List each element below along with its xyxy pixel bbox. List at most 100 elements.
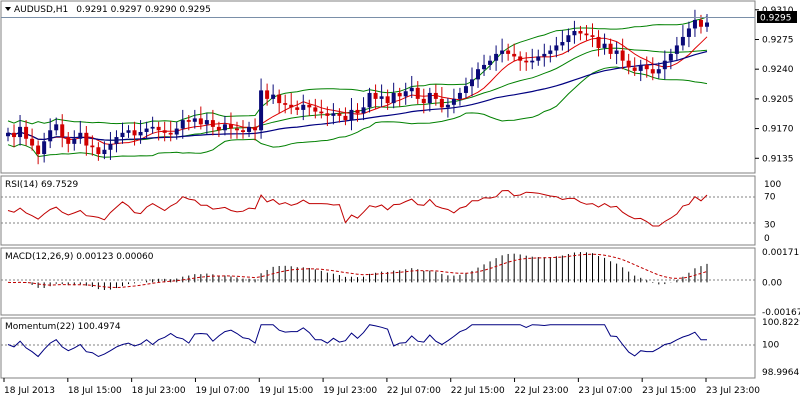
candle-body <box>445 104 450 108</box>
candle-body <box>415 87 420 99</box>
candle-body <box>24 126 29 139</box>
candle-body <box>686 28 691 37</box>
candle <box>331 103 336 125</box>
time-tick-label: 18 Jul 15:00 <box>68 386 122 396</box>
main-price-pane[interactable]: AUDUSD,H1 0.9291 0.9297 0.9290 0.9295 0.9… <box>0 0 797 174</box>
macd-title: MACD(12,26,9) 0.00123 0.00060 <box>5 252 154 262</box>
candle <box>54 117 59 136</box>
momentum-line <box>7 324 707 358</box>
candle <box>90 135 95 156</box>
candle <box>554 36 559 58</box>
candle <box>463 77 468 99</box>
macd-pane[interactable]: MACD(12,26,9) 0.00123 0.00060 0.001710.0… <box>0 247 800 318</box>
candle <box>500 38 505 63</box>
candle-body <box>566 35 571 43</box>
candle-body <box>325 113 330 116</box>
candle-body <box>379 96 384 99</box>
price-axis[interactable]: 0.9310 0.9275 0.9240 0.9205 0.9170 0.9135 <box>755 6 794 164</box>
candle-body <box>84 132 89 146</box>
candle-body <box>78 132 83 139</box>
candle-body <box>433 92 438 99</box>
candle-body <box>162 130 167 133</box>
candle-body <box>48 130 53 142</box>
candle <box>72 130 77 151</box>
candle-body <box>283 103 288 105</box>
candle-body <box>72 138 77 144</box>
candle <box>174 121 179 140</box>
momentum-pane[interactable]: Momentum(22) 100.4974 100.8229 100 98.9964 <box>0 317 800 379</box>
candle-body <box>469 79 474 87</box>
candle <box>271 84 276 104</box>
price-tick-label: 0.9135 <box>762 154 794 164</box>
candle-body <box>313 107 318 112</box>
bollinger-upper-line <box>7 16 708 125</box>
candle <box>78 120 83 144</box>
candle-body <box>355 109 360 114</box>
candle-body <box>343 115 348 121</box>
candle-body <box>409 87 414 92</box>
candle <box>132 121 137 146</box>
candle-body <box>427 92 432 104</box>
price-tick-label: 0.9170 <box>762 125 794 135</box>
momentum-tick-label: 98.9964 <box>762 368 799 378</box>
time-tick-label: 18 Jul 2013 <box>4 386 55 396</box>
macd-tick-label: 0.00 <box>762 278 782 288</box>
candle <box>186 115 191 131</box>
candle-body <box>222 124 227 131</box>
candlesticks[interactable] <box>6 9 709 165</box>
candle-body <box>457 92 462 99</box>
rsi-pane[interactable]: RSI(14) 69.7529 100 70 30 0 <box>0 175 781 246</box>
candle-body <box>108 143 113 150</box>
candle-body <box>560 42 565 46</box>
rsi-title: RSI(14) 69.7529 <box>5 180 78 190</box>
candle <box>680 25 685 51</box>
candle <box>120 122 125 144</box>
candle-body <box>500 50 505 54</box>
time-tick-label: 18 Jul 23:00 <box>132 386 186 396</box>
candle <box>626 53 631 75</box>
candle <box>488 55 493 71</box>
candle-body <box>42 141 47 155</box>
candle <box>524 52 529 71</box>
candle-body <box>259 90 264 131</box>
candle <box>584 25 589 41</box>
candle <box>307 99 312 116</box>
candle-body <box>626 60 631 68</box>
candle <box>644 56 649 78</box>
candle-body <box>126 130 131 133</box>
pane-collapse-icon[interactable] <box>5 7 11 11</box>
time-axis[interactable]: 18 Jul 2013 18 Jul 15:00 18 Jul 23:00 19 Ju… <box>3 378 760 396</box>
candle <box>60 114 65 148</box>
candle <box>469 67 474 97</box>
candle-body <box>476 69 481 80</box>
candle-body <box>271 94 276 99</box>
candle-body <box>337 113 342 116</box>
candle <box>403 82 408 105</box>
candle-body <box>132 130 137 136</box>
candle <box>222 115 227 136</box>
rsi-tick-label: 0 <box>764 234 770 244</box>
candle-body <box>644 64 649 70</box>
price-tick-label: 0.9310 <box>762 6 794 16</box>
candle <box>530 48 535 70</box>
candle <box>560 30 565 51</box>
candle <box>289 92 294 115</box>
candle-body <box>36 145 41 155</box>
candle-body <box>494 53 499 61</box>
candle <box>30 128 35 151</box>
candle <box>138 120 143 144</box>
candle-body <box>656 69 661 74</box>
candle-body <box>156 126 161 131</box>
candle <box>638 59 643 82</box>
candle <box>210 109 215 136</box>
rsi-tick-label: 100 <box>764 180 781 190</box>
candle <box>391 82 396 109</box>
candle-body <box>301 104 306 110</box>
candle <box>373 84 378 110</box>
candle-body <box>548 50 553 54</box>
candle-body <box>632 67 637 71</box>
candle-body <box>668 53 673 61</box>
momentum-pane-frame <box>0 317 756 379</box>
